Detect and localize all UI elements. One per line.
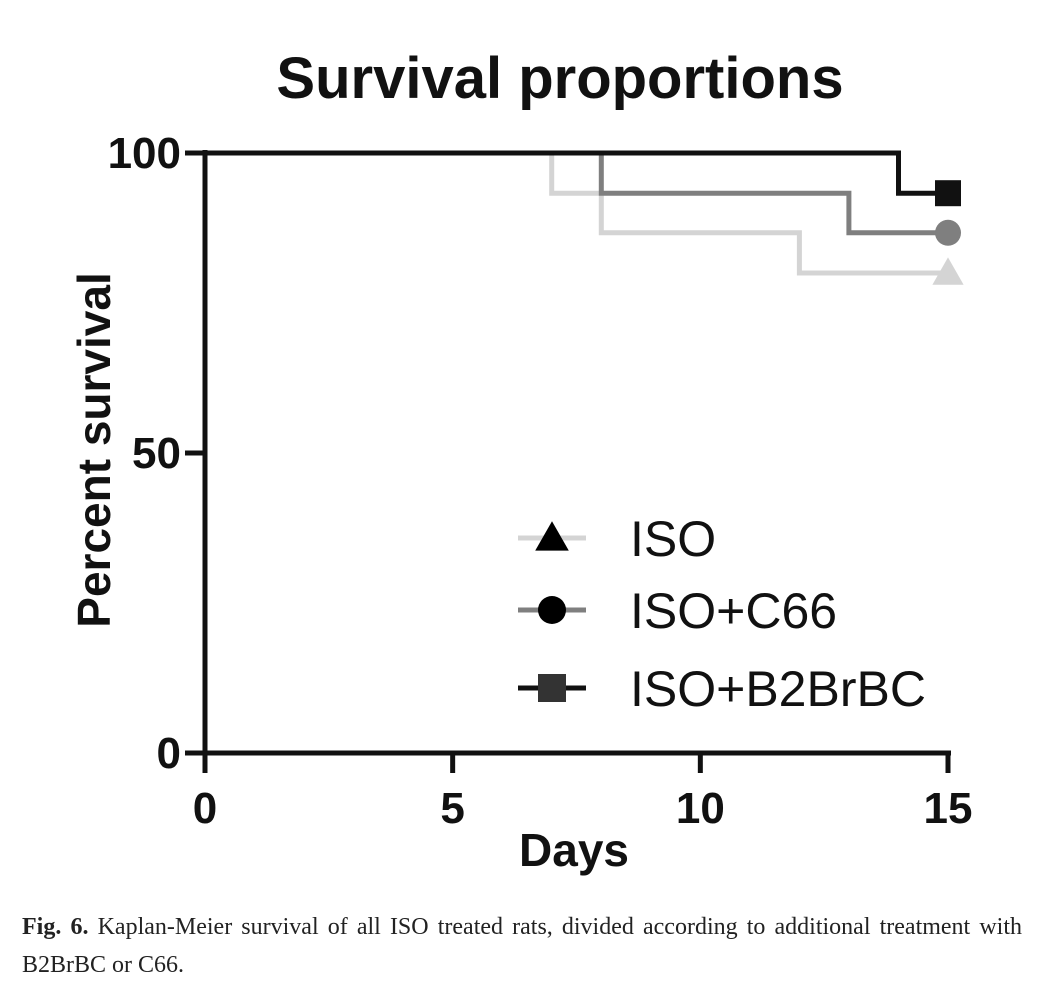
chart-title: Survival proportions	[276, 46, 843, 111]
x-tick-label: 10	[676, 784, 725, 833]
legend-label-3: ISO+B2BrBC	[630, 661, 926, 717]
series-layer	[205, 150, 964, 285]
y-tick-label: 50	[132, 429, 181, 478]
series-end-marker-2	[935, 219, 961, 246]
y-axis-label: Percent survival	[68, 272, 120, 627]
y-tick-label: 100	[108, 129, 181, 178]
x-tick-label: 5	[440, 784, 464, 833]
x-tick-label: 15	[924, 784, 973, 833]
survival-chart: Survival proportions Percent survival Da…	[68, 46, 973, 876]
legend-marker-2	[538, 596, 566, 624]
series-end-marker-1	[932, 257, 964, 285]
x-tick-label: 0	[193, 784, 217, 833]
series-line-3	[205, 150, 948, 196]
legend-label-1: ISO	[630, 511, 716, 567]
series-end-marker-3	[935, 180, 961, 207]
legend-marker-3	[538, 674, 566, 702]
legend-marker-1	[535, 521, 569, 551]
legend-label-2: ISO+C66	[630, 583, 837, 639]
caption-label: Fig. 6.	[22, 914, 89, 940]
y-tick-label: 0	[157, 729, 181, 778]
caption-text: Kaplan-Meier survival of all ISO treated…	[22, 914, 1023, 978]
figure-caption: Fig. 6. Kaplan-Meier survival of all ISO…	[22, 908, 1022, 984]
legend: ISO ISO+C66 ISO+B2BrBC	[518, 511, 926, 717]
x-axis-label: Days	[519, 824, 629, 876]
series-line-1	[205, 150, 948, 276]
axes: 0 50 100 0 5 10 15	[108, 129, 973, 833]
